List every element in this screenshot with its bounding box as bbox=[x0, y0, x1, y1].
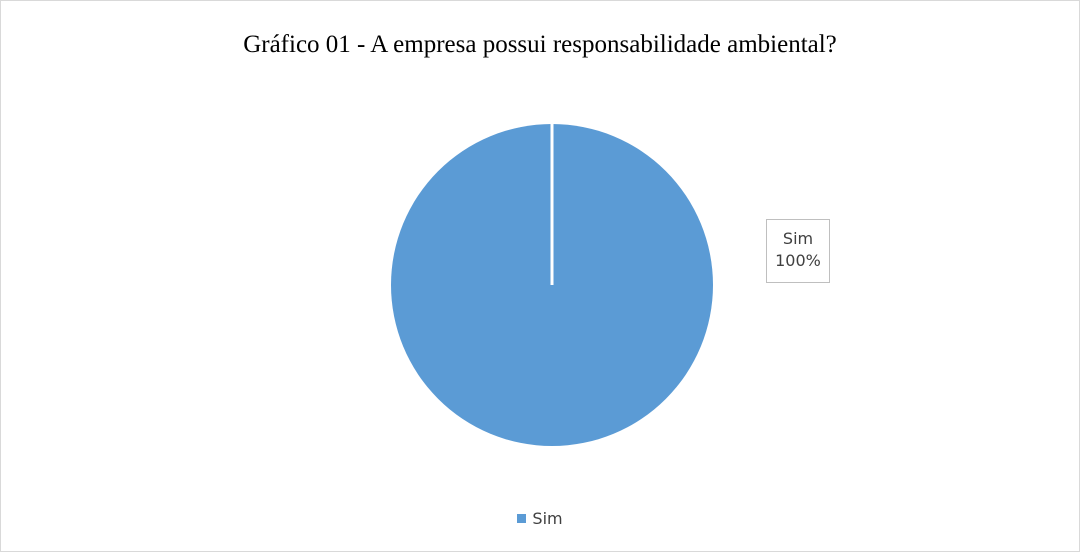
legend-swatch-sim bbox=[517, 514, 527, 523]
legend: Sim bbox=[1, 509, 1079, 528]
legend-label-sim: Sim bbox=[532, 509, 563, 528]
data-label-value: 100% bbox=[775, 251, 821, 270]
data-label-sim: Sim 100% bbox=[766, 219, 830, 283]
data-label-category: Sim bbox=[782, 229, 814, 248]
chart-title: Gráfico 01 - A empresa possui responsabi… bbox=[243, 31, 837, 58]
